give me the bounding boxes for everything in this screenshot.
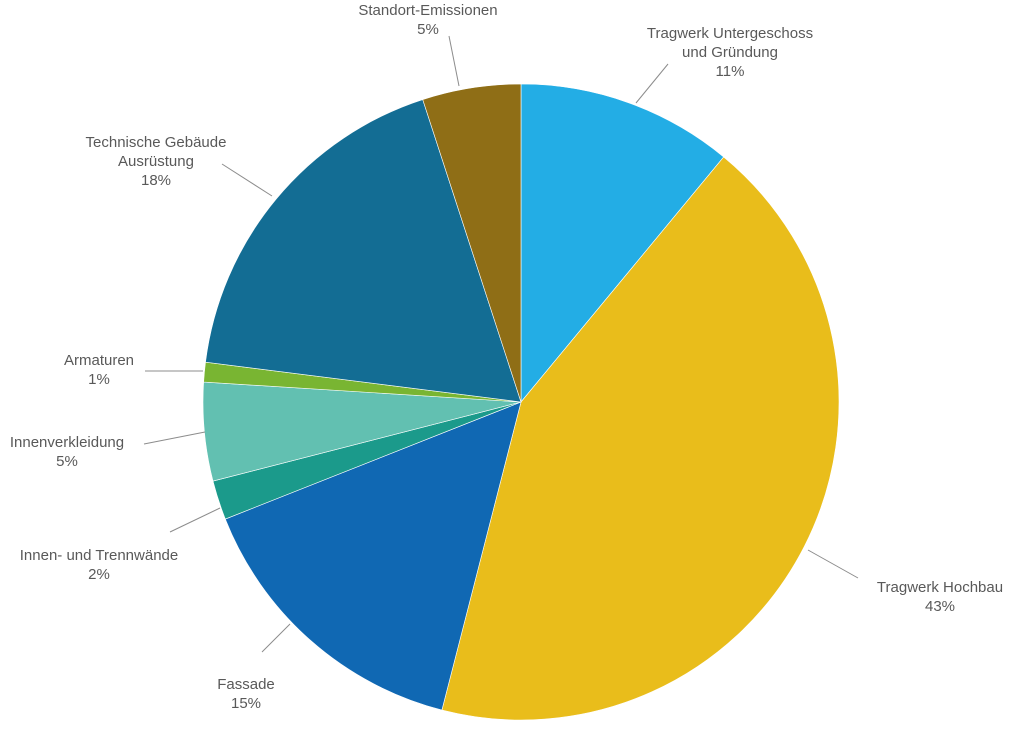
- slice-name-label: Technische Gebäude: [86, 134, 227, 151]
- slice-percent-label: 2%: [88, 566, 110, 583]
- leader-line-4: [169, 507, 221, 533]
- pie-slice-2: [441, 156, 840, 721]
- slice-percent-label: 11%: [716, 63, 745, 80]
- leader-line-1: [635, 63, 669, 104]
- slice-percent-label: 18%: [141, 172, 171, 189]
- slice-name-label: Standort-Emissionen: [358, 2, 497, 19]
- pie-slice-7: [205, 99, 522, 403]
- slice-labels: Tragwerk Untergeschoss und Gründung 11%Tra…: [10, 2, 1003, 712]
- slice-label-7: Technische Gebäude Ausrüstung 18%: [86, 134, 227, 189]
- slice-label-5: Innenverkleidung 5%: [10, 434, 124, 470]
- leader-line-8: [448, 35, 460, 87]
- slice-name-label: und Gründung: [682, 44, 778, 61]
- slice-percent-label: 43%: [925, 598, 955, 615]
- slice-name-label: Tragwerk Hochbau: [877, 579, 1003, 596]
- slice-label-1: Tragwerk Untergeschoss und Gründung 11%: [647, 25, 813, 80]
- leader-lines: [143, 35, 859, 653]
- pie-slice-8: [422, 83, 522, 403]
- slice-label-4: Innen- und Trennwände 2%: [20, 547, 178, 583]
- pie-slice-1: [520, 83, 725, 403]
- slice-name-label: Fassade: [217, 676, 275, 693]
- slice-label-2: Tragwerk Hochbau 43%: [877, 579, 1003, 615]
- pie-slice-3: [224, 401, 522, 711]
- slice-label-6: Armaturen 1%: [64, 352, 134, 388]
- slice-label-3: Fassade 15%: [217, 676, 275, 712]
- slice-name-label: Ausrüstung: [118, 153, 194, 170]
- slice-name-label: Armaturen: [64, 352, 134, 369]
- slice-name-label: Tragwerk Untergeschoss: [647, 25, 813, 42]
- slice-name-label: Innenverkleidung: [10, 434, 124, 451]
- leader-line-3: [261, 623, 291, 653]
- slice-percent-label: 5%: [417, 21, 439, 38]
- slice-percent-label: 1%: [88, 371, 110, 388]
- leader-line-7: [221, 163, 273, 197]
- leader-line-2: [807, 549, 859, 579]
- slice-percent-label: 5%: [56, 453, 78, 470]
- slice-percent-label: 15%: [231, 695, 261, 712]
- leader-line-5: [143, 431, 206, 445]
- pie-slices: [202, 83, 840, 721]
- slice-label-8: Standort-Emissionen 5%: [358, 2, 497, 38]
- slice-name-label: Innen- und Trennwände: [20, 547, 178, 564]
